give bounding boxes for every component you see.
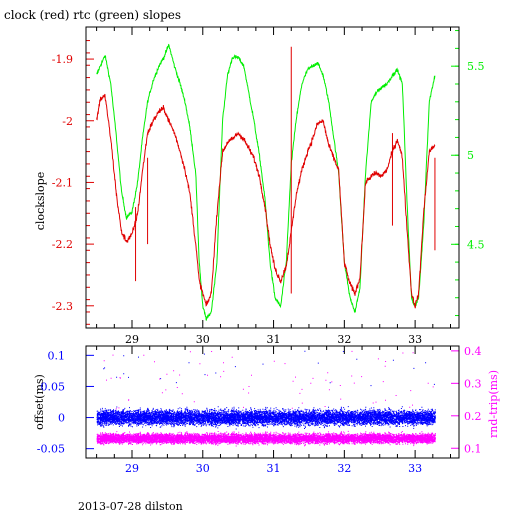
x-tick-label: 29 bbox=[125, 333, 139, 346]
slope-ticks bbox=[86, 27, 459, 328]
slope-plot-frame bbox=[85, 26, 460, 329]
x-tick-label: 30 bbox=[196, 462, 210, 475]
rtc-line bbox=[96, 43, 436, 321]
x-tick-label: 33 bbox=[408, 333, 422, 346]
rndtrip-y-axis-label: rnd-trip(ms) bbox=[487, 370, 500, 438]
offset-plot-frame bbox=[85, 345, 460, 459]
slope-panel: clockslope 29 30 31 32 33 -1.9 -2 -2.1 -2.2 -2.3 5… bbox=[34, 26, 485, 346]
y2-tick-label: 4.5 bbox=[467, 238, 485, 251]
clock-line bbox=[96, 93, 436, 309]
y-tick-label: -2 bbox=[62, 115, 73, 128]
x-tick-label: 32 bbox=[337, 462, 351, 475]
y-tick-label: -0.05 bbox=[37, 443, 65, 456]
x-tick-label: 30 bbox=[196, 333, 210, 346]
y-tick-label: -2.2 bbox=[52, 238, 73, 251]
y2-tick-label: 5.5 bbox=[467, 60, 485, 73]
offset-points bbox=[96, 350, 436, 430]
chart-title: clock (red) rtc (green) slopes bbox=[4, 8, 181, 22]
y2-tick-label: 5 bbox=[467, 149, 474, 162]
x-tick-label: 33 bbox=[408, 462, 422, 475]
y-tick-label: 0.05 bbox=[41, 380, 66, 393]
y2-tick-label: 0.1 bbox=[464, 442, 482, 455]
rndtrip-points bbox=[96, 350, 436, 447]
x-tick-label: 32 bbox=[337, 333, 351, 346]
x-tick-label: 31 bbox=[267, 333, 281, 346]
offset-y-axis-label: offset(ms) bbox=[33, 374, 46, 430]
slope-tick-labels: 29 30 31 32 33 -1.9 -2 -2.1 -2.2 -2.3 5.5 5 4.5 bbox=[52, 53, 485, 346]
offset-tick-labels: 29 30 31 32 33 0.1 0.05 0 -0.05 0.4 0.3 0.2 0.1 bbox=[37, 345, 482, 475]
offset-ticks bbox=[86, 346, 459, 458]
y-tick-label: 0 bbox=[58, 412, 65, 425]
y-tick-label: -2.3 bbox=[52, 300, 73, 313]
y2-tick-label: 0.3 bbox=[464, 377, 482, 390]
y-tick-label: 0.1 bbox=[48, 349, 66, 362]
x-tick-label: 31 bbox=[267, 462, 281, 475]
slope-series bbox=[96, 43, 436, 321]
y2-tick-label: 0.4 bbox=[464, 345, 482, 358]
x-tick-label: 29 bbox=[125, 462, 139, 475]
y-tick-label: -1.9 bbox=[52, 53, 73, 66]
offset-panel: offset(ms) rnd-trip(ms) 29 30 31 32 33 0.1 0.0… bbox=[33, 345, 500, 475]
slope-y-axis-label: clockslope bbox=[34, 172, 47, 230]
footer-date-host: 2013-07-28 dilston bbox=[78, 500, 183, 512]
y-tick-label: -2.1 bbox=[52, 176, 73, 189]
y2-tick-label: 0.2 bbox=[464, 410, 482, 423]
offset-series bbox=[96, 350, 436, 447]
